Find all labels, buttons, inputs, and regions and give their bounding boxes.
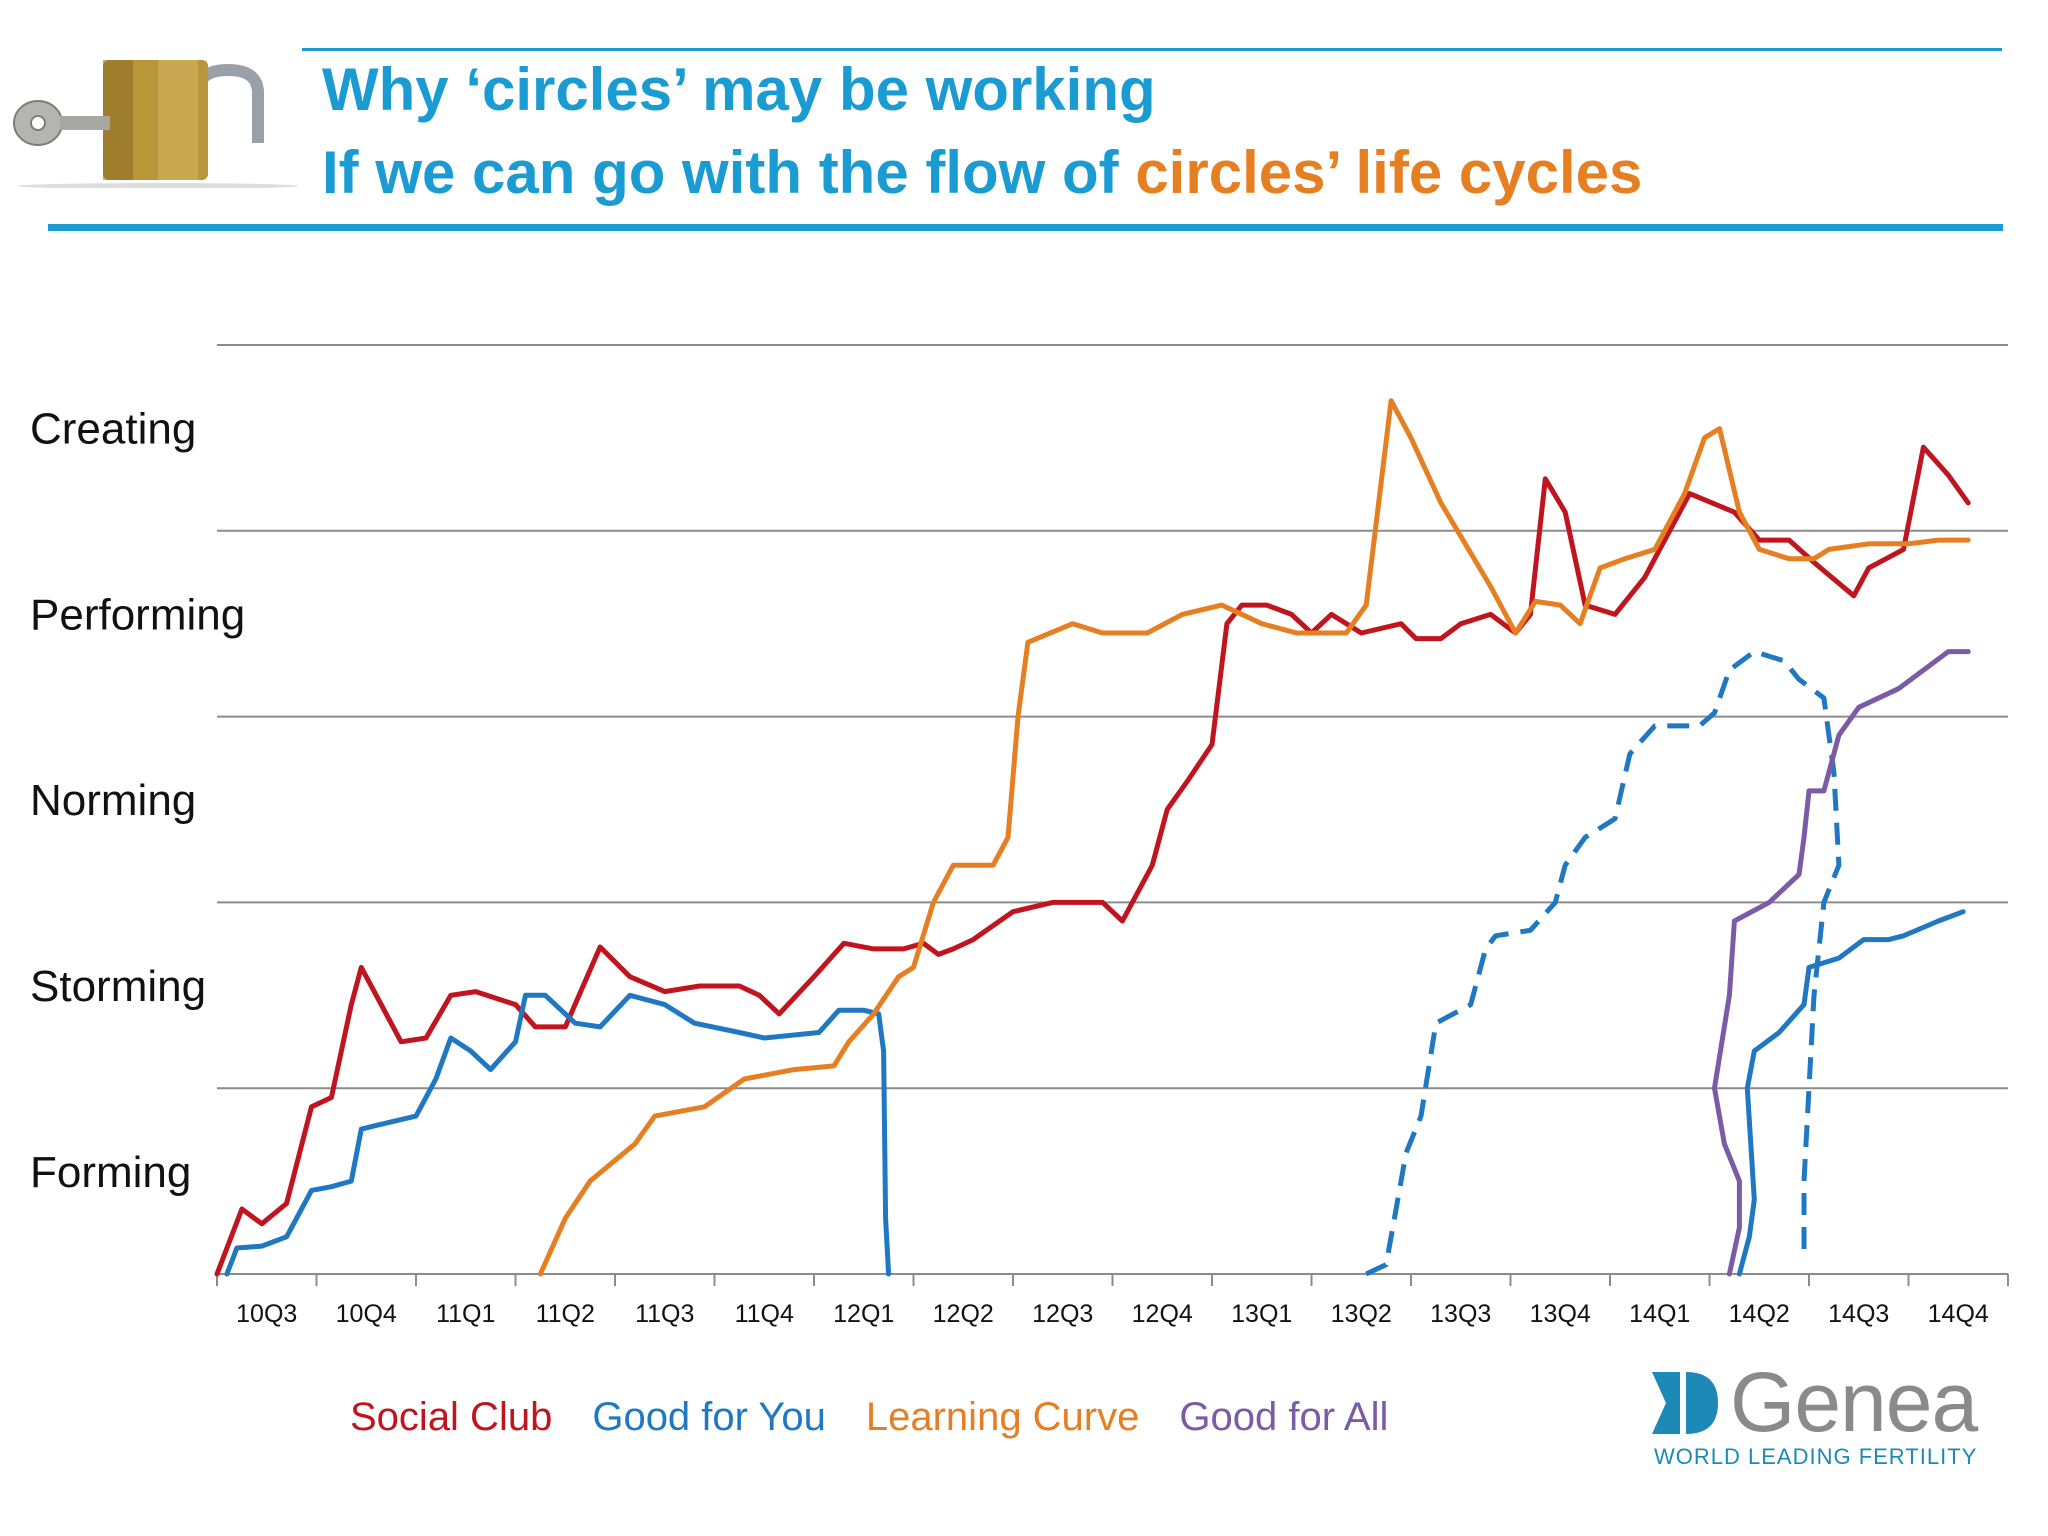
series-line-good-for-you — [224, 992, 892, 1277]
legend-social-club: Social Club — [350, 1395, 553, 1439]
series-line-good-for-all — [1712, 649, 1971, 1277]
series-line-learning-curve — [537, 398, 1971, 1277]
legend-good-for-you: Good for You — [592, 1395, 826, 1439]
series-lines — [214, 398, 1971, 1277]
x-tick-label: 14Q1 — [1629, 1300, 1690, 1328]
series-line-social-club — [214, 444, 1971, 1277]
x-tick-label: 12Q1 — [833, 1300, 894, 1328]
title-line-2-part-2: circles’ life cycles — [1135, 139, 1643, 206]
x-tick-label: 14Q2 — [1729, 1300, 1790, 1328]
x-tick-label: 12Q4 — [1132, 1300, 1193, 1328]
stage-label-performing: Performing — [30, 590, 245, 639]
x-tick-label: 10Q4 — [336, 1300, 397, 1328]
padlock-with-key-icon — [13, 60, 298, 188]
logo-wordmark: Genea — [1730, 1355, 1978, 1449]
legend-learning-curve: Learning Curve — [865, 1395, 1140, 1439]
x-tick-label: 11Q3 — [635, 1300, 694, 1328]
title-line-2: If we can go with the flow of circles’ l… — [322, 143, 1642, 203]
x-tick-label: 14Q4 — [1928, 1300, 1989, 1328]
stage-label-creating: Creating — [30, 405, 196, 454]
x-tick-label: 14Q3 — [1828, 1300, 1889, 1328]
x-tick-label: 13Q3 — [1430, 1300, 1491, 1328]
x-tick-label: 11Q2 — [536, 1300, 595, 1328]
header-rule-bottom — [48, 224, 2003, 231]
grid-lines — [217, 344, 2008, 1090]
x-tick-label: 11Q1 — [436, 1300, 495, 1328]
title-line-2-part-1: If we can go with the flow of — [322, 139, 1136, 206]
title-line-1: Why ‘circles’ may be working — [322, 56, 1156, 123]
x-tick-label: 11Q4 — [735, 1300, 794, 1328]
x-tick-label: 13Q1 — [1231, 1300, 1292, 1328]
stage-label-norming: Norming — [30, 776, 196, 825]
x-tick-label: 12Q2 — [933, 1300, 994, 1328]
x-axis: 10Q3 10Q4 11Q1 11Q2 11Q3 11Q4 12Q1 12Q2 12Q3 12Q4… — [216, 1273, 2009, 1328]
legend-good-for-all: Good for All — [1179, 1395, 1389, 1439]
header-rule-top — [302, 48, 2002, 51]
stage-label-storming: Storming — [30, 962, 206, 1011]
series-line-good-for-you-14q3 — [1736, 909, 1966, 1277]
x-tick-label: 10Q3 — [236, 1300, 297, 1328]
logo-tagline: WORLD LEADING FERTILITY — [1654, 1444, 1978, 1469]
genea-logo-icon — [1652, 1372, 1718, 1434]
series-line-good-for-you-dashed — [1365, 649, 1842, 1277]
x-tick-label: 12Q3 — [1032, 1300, 1093, 1328]
x-tick-label: 13Q4 — [1530, 1300, 1591, 1328]
stage-label-forming: Forming — [30, 1148, 191, 1197]
x-tick-label: 13Q2 — [1331, 1300, 1392, 1328]
legend: Social Club Good for You Learning Curve … — [350, 1395, 1388, 1440]
stage-labels: Forming Storming Norming Performing Creating — [30, 405, 245, 1197]
